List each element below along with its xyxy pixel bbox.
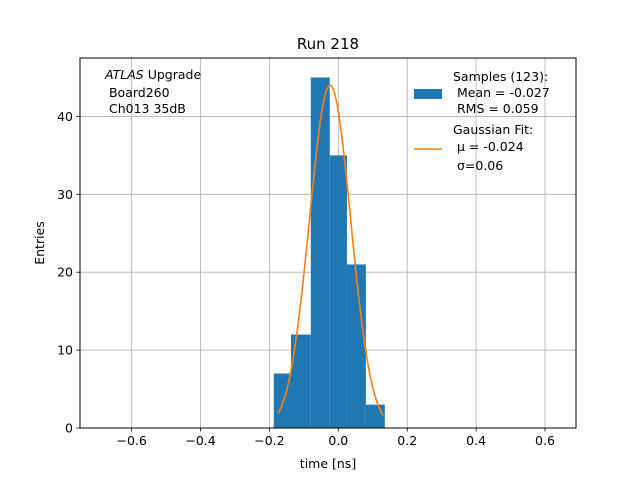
x-tick-label: 0.2 [397,433,417,448]
x-tick-label: 0.0 [328,433,348,448]
legend-fit-mu: μ = -0.024 [453,139,524,154]
y-tick-label: 30 [57,187,73,202]
legend-fit-sigma: σ=0.06 [453,158,503,173]
y-tick-label: 20 [57,265,73,280]
x-tick-label: −0.6 [116,433,146,448]
histogram-bars [273,77,385,429]
annotation-block: ATLAS Upgrade Board260 Ch013 35dB [104,67,201,116]
histogram-bar [365,404,385,428]
y-tick-label: 10 [57,343,73,358]
x-tick-label: 0.6 [535,433,555,448]
y-axis-label: Entries [32,221,47,265]
chart-title: Run 218 [297,35,359,53]
legend-fit-title: Gaussian Fit: [453,122,533,137]
x-tick-label: −0.2 [254,433,284,448]
annotation-atlas: ATLAS [104,67,144,82]
x-tick-label: −0.4 [185,433,215,448]
annotation-line-3: Ch013 35dB [105,101,186,116]
histogram-bar [329,155,347,429]
x-tick-label: 0.4 [466,433,486,448]
gaussian-fit-curve [277,84,384,416]
legend-samples-title: Samples (123): [453,69,548,84]
legend-samples-rms: RMS = 0.059 [453,101,539,116]
annotation-line-2: Board260 [105,85,170,100]
annotation-line-1: ATLAS Upgrade [104,67,201,82]
legend-samples-patch [414,89,442,99]
axis-ticks: −0.6 −0.4 −0.2 0.0 0.2 0.4 0.6 0 10 20 30 40 [57,109,555,448]
plot-frame [79,57,577,429]
legend: Samples (123): Mean = -0.027 RMS = 0.059… [414,69,550,173]
annotation-upgrade: Upgrade [144,67,202,82]
gaussian-fit [277,84,384,416]
histogram-bar [346,264,366,428]
x-axis-label: time [ns] [300,456,356,471]
y-tick-label: 0 [65,421,73,436]
histogram-bar [310,77,330,428]
legend-samples-mean: Mean = -0.027 [453,85,550,100]
y-tick-label: 40 [57,109,73,124]
histogram-bar [290,334,311,428]
